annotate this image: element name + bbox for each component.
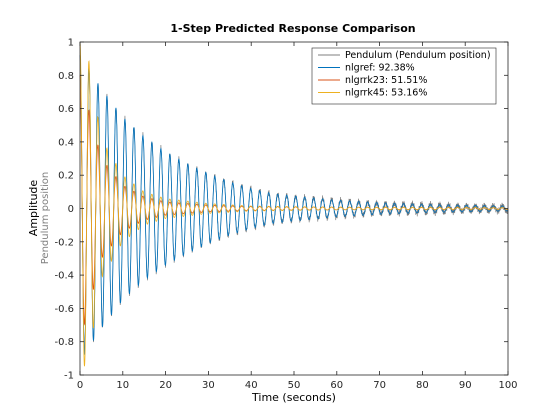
- legend-label-2: nlgrrk23: 51.51%: [345, 75, 427, 86]
- legend: Pendulum (Pendulum position) nlgref: 92.3…: [311, 47, 497, 105]
- x-tick-label: 90: [459, 380, 472, 391]
- y-tick-label: -0.4: [54, 271, 74, 282]
- y-tick-label: -0.2: [54, 237, 74, 248]
- x-tick-label: 10: [116, 380, 129, 391]
- x-tick-label: 0: [77, 380, 83, 391]
- y-tick-label: 0.4: [58, 137, 74, 148]
- x-tick-label: 70: [373, 380, 386, 391]
- y-tick-label: -0.8: [54, 337, 74, 348]
- y-tick-label: 0.6: [58, 104, 74, 115]
- y-tick-label: 0.2: [58, 171, 74, 182]
- series-layer: [79, 41, 509, 367]
- ticks-layer: 0 10 20 30 40 50 60 70 80 90 100-1-0.8-0.6-0.4-0.2…: [54, 38, 517, 392]
- x-tick-label: 100: [498, 380, 517, 391]
- y-tick-label: -1: [64, 371, 74, 382]
- chart-title: 1-Step Predicted Response Comparison: [170, 22, 415, 35]
- y-axis-title: Amplitude: [27, 180, 40, 237]
- legend-items: Pendulum (Pendulum position) nlgref: 92.3…: [318, 50, 491, 99]
- legend-label-3: nlgrrk45: 53.16%: [345, 88, 427, 99]
- y-tick-label: 1: [68, 38, 74, 49]
- x-tick-label: 60: [330, 380, 343, 391]
- x-tick-label: 20: [159, 380, 172, 391]
- legend-box: [311, 47, 497, 105]
- x-axis-title: Time (seconds): [251, 391, 336, 404]
- legend-label-0: Pendulum (Pendulum position): [345, 50, 491, 61]
- x-tick-label: 50: [288, 380, 301, 391]
- y-tick-label: 0: [68, 204, 74, 215]
- y-axis-subtitle: Pendulum position: [40, 172, 51, 265]
- x-tick-label: 80: [416, 380, 429, 391]
- series-line-1: [79, 55, 509, 355]
- x-tick-label: 30: [202, 380, 215, 391]
- legend-label-1: nlgref: 92.38%: [345, 63, 415, 74]
- y-tick-label: 0.8: [58, 71, 74, 82]
- x-tick-label: 40: [245, 380, 258, 391]
- y-tick-label: -0.6: [54, 304, 74, 315]
- series-line-3: [79, 41, 509, 367]
